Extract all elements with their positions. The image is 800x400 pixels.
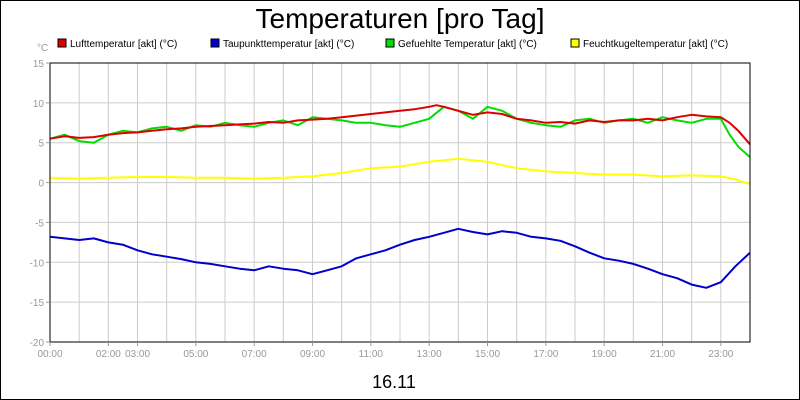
y-tick-label: -5	[35, 218, 44, 229]
series-line-taupunkttemperatur	[49, 227, 751, 289]
x-tick-label: 05:00	[183, 349, 208, 360]
legend-swatch-lufttemperatur	[57, 38, 67, 48]
x-tick-label: 07:00	[242, 349, 267, 360]
series-line-feuchtkugeltemperatur	[49, 157, 751, 186]
x-tick-label: 02:00	[96, 349, 121, 360]
legend-label-lufttemperatur: Lufttemperatur [akt] (°C)	[70, 39, 177, 50]
y-tick-label: 15	[33, 59, 45, 70]
y-tick-label: -20	[30, 338, 45, 349]
legend-swatch-taupunkttemperatur	[210, 38, 220, 48]
legend-label-gefuehlte-temperatur: Gefuehlte Temperatur [akt] (°C)	[398, 39, 537, 50]
legend-swatch-feuchtkugeltemperatur	[570, 38, 580, 48]
x-tick-label: 00:00	[37, 349, 62, 360]
plot-area-border	[49, 62, 751, 343]
x-tick-label: 19:00	[592, 349, 617, 360]
legend-label-feuchtkugeltemperatur: Feuchtkugeltemperatur [akt] (°C)	[583, 39, 728, 50]
y-tick-label: -15	[30, 298, 45, 309]
date-label: 16.11	[372, 372, 416, 392]
y-tick-label: 0	[38, 179, 44, 190]
y-axis-unit: °C	[37, 43, 48, 54]
y-axis-ticks: 15 10 5 0 -5 -10 -15 -20	[30, 59, 50, 349]
series-line-lufttemperatur	[49, 104, 751, 145]
y-tick-label: 5	[38, 139, 44, 150]
legend: Lufttemperatur [akt] (°C) Taupunkttemper…	[57, 38, 728, 50]
grid	[50, 63, 750, 342]
x-tick-label: 03:00	[125, 349, 150, 360]
legend-label-taupunkttemperatur: Taupunkttemperatur [akt] (°C)	[223, 39, 354, 50]
legend-swatch-gefuehlte-temperatur	[385, 38, 395, 48]
x-tick-label: 21:00	[650, 349, 675, 360]
y-tick-label: -10	[30, 258, 45, 269]
x-tick-label: 15:00	[475, 349, 500, 360]
x-tick-label: 23:00	[708, 349, 733, 360]
series-group	[49, 104, 751, 289]
chart-title: Temperaturen [pro Tag]	[256, 3, 545, 34]
y-tick-label: 10	[33, 99, 45, 110]
x-tick-label: 11:00	[359, 349, 384, 360]
x-tick-label: 09:00	[300, 349, 325, 360]
x-tick-label: 13:00	[417, 349, 442, 360]
series-line-gefuehlte	[49, 105, 751, 158]
x-axis-ticks: 00:00 02:00 03:00 05:00 07:00 09:00 11:00 13:00…	[37, 342, 734, 360]
x-tick-label: 17:00	[533, 349, 558, 360]
